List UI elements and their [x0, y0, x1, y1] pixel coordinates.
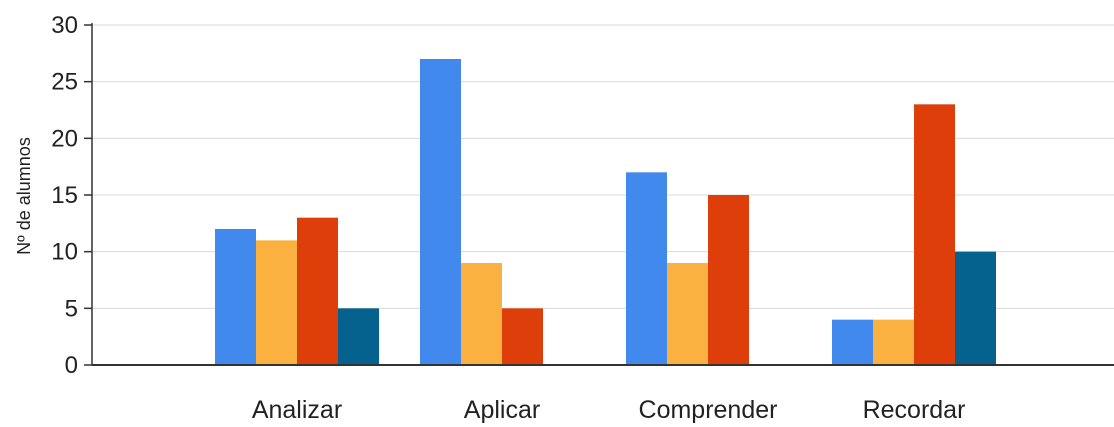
- bar: [297, 217, 338, 365]
- y-axis-title: Nº de alumnos: [14, 137, 34, 255]
- y-tick-label: 5: [65, 295, 78, 322]
- bar: [832, 319, 873, 365]
- x-category-label: Recordar: [863, 396, 966, 424]
- bar: [626, 172, 667, 365]
- y-tick-label: 20: [51, 125, 78, 152]
- bar: [667, 263, 708, 365]
- y-tick-labels: 0 5 10 15 20 25 30: [51, 12, 78, 379]
- bar: [256, 240, 297, 365]
- bar: [502, 308, 543, 365]
- y-tick-label: 15: [51, 182, 78, 209]
- bar: [873, 319, 914, 365]
- axes: [84, 23, 1114, 366]
- bar: [708, 195, 749, 365]
- bar: [955, 251, 996, 365]
- x-category-label: Comprender: [639, 396, 778, 424]
- bar: [215, 229, 256, 365]
- bar: [420, 59, 461, 365]
- x-category-label: Analizar: [252, 396, 342, 424]
- bar: [914, 104, 955, 365]
- bar: [461, 263, 502, 365]
- y-tick-label: 10: [51, 239, 78, 266]
- x-category-label: Aplicar: [464, 396, 540, 424]
- bars: [215, 59, 996, 365]
- y-tick-label: 30: [51, 12, 78, 39]
- x-category-labels: Analizar Aplicar Comprender Recordar: [252, 396, 966, 424]
- y-tick-label: 0: [65, 352, 78, 379]
- bar: [338, 308, 379, 365]
- y-tick-label: 25: [51, 69, 78, 96]
